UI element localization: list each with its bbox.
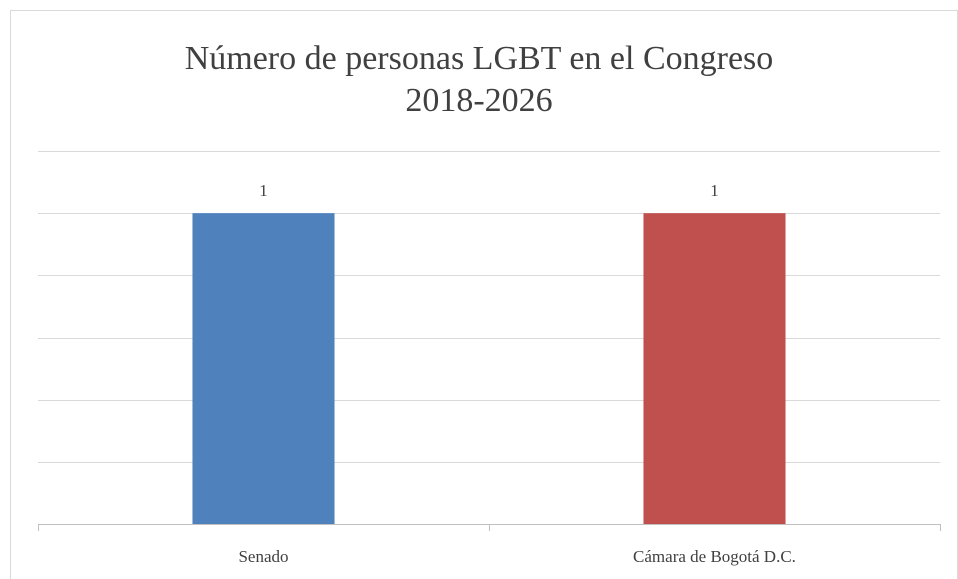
x-tick-label: Cámara de Bogotá D.C. xyxy=(633,547,796,566)
x-tick-label: Senado xyxy=(238,547,288,566)
data-label: 1 xyxy=(259,181,268,200)
bar xyxy=(643,213,786,524)
bar xyxy=(192,213,335,524)
data-label: 1 xyxy=(710,181,719,200)
chart-title: Número de personas LGBT en el Congreso 2… xyxy=(184,40,774,119)
